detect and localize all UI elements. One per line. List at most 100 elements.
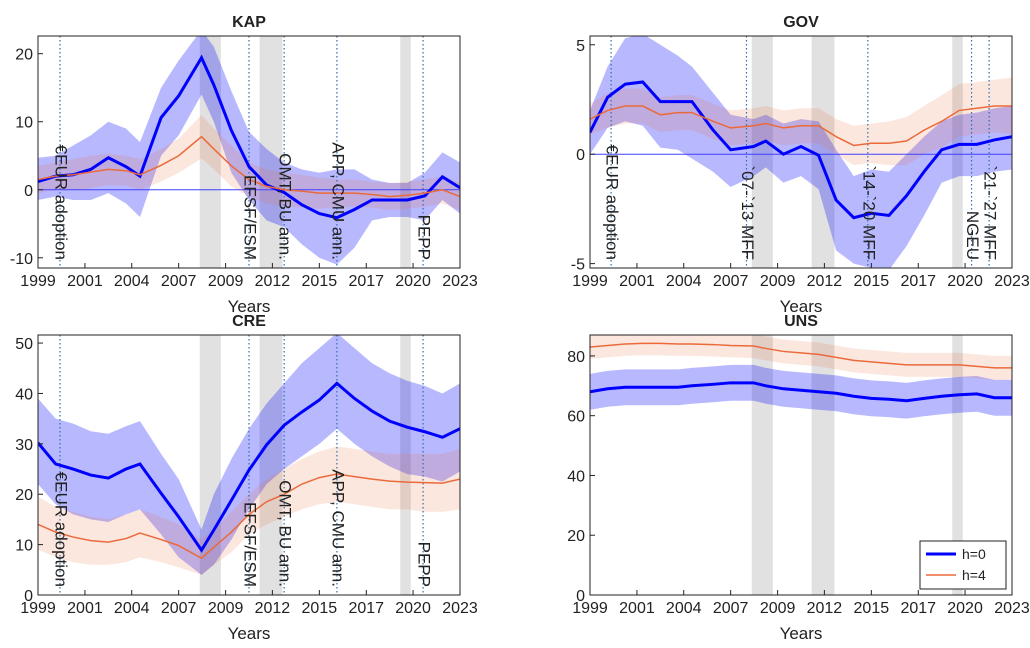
y-tick-label: 60 xyxy=(567,409,585,426)
series-line xyxy=(38,54,460,220)
shaded-period xyxy=(952,36,963,268)
y-tick-label: -10 xyxy=(10,251,33,268)
x-tick-label: 2023 xyxy=(442,273,478,290)
x-tick-label: 2020 xyxy=(947,600,983,617)
x-tick-label: 2004 xyxy=(114,600,150,617)
legend-label: h=4 xyxy=(962,567,986,583)
axes-box xyxy=(589,334,1013,596)
shaded-period xyxy=(400,36,411,268)
x-tick-label: 2012 xyxy=(807,600,843,617)
event-label: `07-`13 MFF xyxy=(738,166,757,260)
event-label: €EUR adoption xyxy=(51,145,70,260)
x-tick-label: 2015 xyxy=(854,273,890,290)
plot-area xyxy=(590,335,1012,595)
y-tick-label: 30 xyxy=(15,437,33,454)
x-tick-label: 2004 xyxy=(666,600,702,617)
shaded-period xyxy=(199,335,221,595)
x-tick-label: 2007 xyxy=(161,600,197,617)
series-line xyxy=(590,342,1012,369)
x-tick-label: 1999 xyxy=(20,600,56,617)
x-tick-label: 2007 xyxy=(161,273,197,290)
legend-label: h=0 xyxy=(962,546,986,562)
y-tick-label: -5 xyxy=(571,257,585,274)
y-tick-label: 0 xyxy=(24,588,33,605)
event-label: EFSF/ESM xyxy=(241,502,260,587)
panel: CRE Years €EUR adoption EFSF/ESM OMT, BU ann… xyxy=(15,313,478,643)
x-axis-label: Years xyxy=(228,297,271,316)
x-tick-label: 2012 xyxy=(255,600,291,617)
panel-title: UNS xyxy=(784,313,818,330)
y-tick-label: 5 xyxy=(576,38,585,55)
legend-box xyxy=(919,540,1007,590)
legend: h=0h=4 xyxy=(919,540,1007,590)
event-label: PEPP xyxy=(415,542,434,587)
y-tick-label: 20 xyxy=(15,47,33,64)
x-tick-label: 2023 xyxy=(994,273,1030,290)
confidence-band xyxy=(38,335,460,575)
event-label: PEPP xyxy=(415,215,434,260)
axes-box xyxy=(589,35,1013,269)
series-line xyxy=(590,80,1012,220)
event-label: APP, CMU ann. xyxy=(328,469,347,587)
x-tick-label: 2004 xyxy=(114,273,150,290)
x-tick-label: 2009 xyxy=(760,273,796,290)
event-label: EFSF/ESM xyxy=(241,175,260,260)
x-tick-label: 2017 xyxy=(348,273,384,290)
x-tick-label: 2015 xyxy=(302,273,338,290)
y-tick-label: 40 xyxy=(15,386,33,403)
shaded-period xyxy=(259,36,283,268)
x-tick-label: 1999 xyxy=(572,273,608,290)
x-tick-label: 2020 xyxy=(395,600,431,617)
shaded-period xyxy=(751,335,773,595)
x-tick-label: 2007 xyxy=(713,600,749,617)
plot-area xyxy=(38,36,460,268)
axes-box xyxy=(37,35,461,269)
shaded-period xyxy=(952,335,963,595)
event-label: `21-`27 MFF xyxy=(981,166,1000,260)
x-tick-label: 2015 xyxy=(302,600,338,617)
plot-area xyxy=(590,36,1012,268)
shaded-period xyxy=(811,335,835,595)
series-line xyxy=(590,105,1012,147)
x-tick-label: 2009 xyxy=(760,600,796,617)
x-tick-label: 2009 xyxy=(208,600,244,617)
x-tick-label: 2007 xyxy=(713,273,749,290)
shaded-period xyxy=(199,36,221,268)
series-line xyxy=(38,381,460,553)
series-line xyxy=(590,381,1012,403)
x-tick-label: 2020 xyxy=(947,273,983,290)
event-label: €EUR adoption xyxy=(51,472,70,587)
plot-area xyxy=(38,335,460,595)
event-label: OMT, BU ann. xyxy=(276,153,295,260)
confidence-band xyxy=(38,36,460,265)
panel-title: GOV xyxy=(783,14,819,31)
x-tick-label: 2015 xyxy=(854,600,890,617)
x-tick-label: 2001 xyxy=(67,273,103,290)
x-tick-label: 2012 xyxy=(807,273,843,290)
x-tick-label: 2012 xyxy=(255,273,291,290)
y-tick-label: 0 xyxy=(24,183,33,200)
x-tick-label: 2004 xyxy=(666,273,702,290)
x-tick-label: 2001 xyxy=(67,600,103,617)
event-label: NGEU xyxy=(963,211,982,260)
x-tick-label: 2023 xyxy=(994,600,1030,617)
y-tick-label: 50 xyxy=(15,336,33,353)
series-line xyxy=(38,473,460,560)
event-label: APP, CMU ann. xyxy=(328,142,347,260)
event-label: OMT, BU ann. xyxy=(276,480,295,587)
x-tick-label: 2017 xyxy=(348,600,384,617)
y-tick-label: 80 xyxy=(567,349,585,366)
y-tick-label: 20 xyxy=(15,487,33,504)
confidence-band xyxy=(38,446,460,575)
shaded-period xyxy=(811,36,835,268)
panel: KAP Years €EUR adoption EFSF/ESM OMT, BU ann… xyxy=(10,14,478,316)
y-tick-label: 40 xyxy=(567,468,585,485)
y-tick-label: 0 xyxy=(576,147,585,164)
x-tick-label: 1999 xyxy=(20,273,56,290)
event-label: €EUR adoption xyxy=(603,145,622,260)
x-tick-label: 2001 xyxy=(619,600,655,617)
x-tick-label: 2020 xyxy=(395,273,431,290)
panel: UNS Years 1999 2001 2004 2007 2009 2012 2015 2017… xyxy=(567,313,1030,643)
